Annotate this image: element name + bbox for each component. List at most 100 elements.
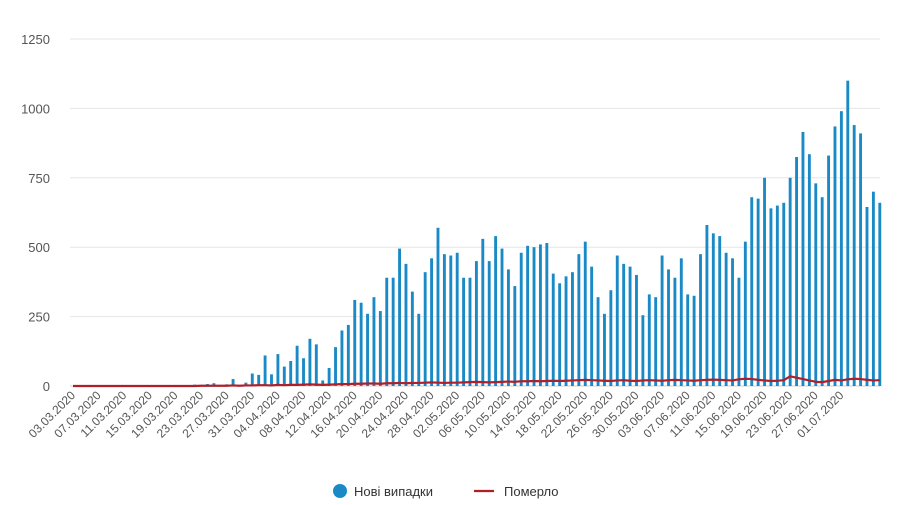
bar bbox=[615, 255, 619, 386]
bar bbox=[763, 177, 766, 386]
bar bbox=[878, 202, 882, 386]
bar bbox=[564, 276, 568, 386]
bar bbox=[359, 302, 363, 386]
bar bbox=[231, 379, 235, 386]
legend-label-new-cases: Нові випадки bbox=[354, 484, 433, 499]
bar bbox=[417, 313, 421, 386]
bar bbox=[622, 263, 626, 386]
bar bbox=[711, 233, 715, 386]
bar bbox=[436, 227, 440, 386]
bar bbox=[366, 313, 369, 386]
bar bbox=[820, 197, 824, 386]
bar bbox=[385, 277, 389, 386]
y-tick-label: 250 bbox=[28, 310, 50, 325]
bar bbox=[654, 297, 658, 386]
bar bbox=[833, 126, 837, 386]
bar bbox=[667, 269, 670, 386]
bar bbox=[731, 258, 734, 386]
bar bbox=[378, 311, 382, 386]
bar bbox=[263, 355, 267, 386]
y-tick-label: 750 bbox=[28, 171, 50, 186]
bar bbox=[801, 131, 805, 386]
y-tick-label: 1000 bbox=[21, 101, 50, 116]
bar bbox=[545, 243, 549, 386]
bar bbox=[487, 261, 491, 386]
bar bbox=[455, 252, 459, 386]
bar bbox=[737, 277, 741, 386]
bar bbox=[442, 254, 446, 386]
bar bbox=[391, 277, 395, 386]
bar bbox=[398, 248, 402, 386]
bar bbox=[449, 255, 453, 386]
bar bbox=[814, 183, 818, 386]
bar bbox=[500, 248, 504, 386]
bar bbox=[276, 354, 280, 386]
bar bbox=[609, 290, 613, 386]
bar bbox=[334, 347, 337, 386]
bar bbox=[494, 236, 498, 386]
bar bbox=[302, 358, 305, 386]
y-tick-label: 1250 bbox=[21, 32, 50, 47]
bar bbox=[577, 254, 581, 386]
bar bbox=[596, 297, 600, 386]
bar bbox=[839, 111, 843, 387]
bar bbox=[558, 283, 562, 386]
bar bbox=[519, 252, 523, 386]
bar bbox=[660, 255, 664, 386]
bar bbox=[686, 294, 690, 386]
bar bbox=[859, 133, 863, 386]
legend-marker-new-cases bbox=[333, 484, 347, 498]
bar bbox=[551, 273, 555, 386]
bar bbox=[212, 383, 216, 386]
bar bbox=[340, 330, 344, 386]
bar bbox=[635, 274, 638, 386]
bar bbox=[308, 338, 312, 386]
bar bbox=[468, 277, 472, 386]
bar bbox=[353, 299, 357, 386]
bar bbox=[314, 344, 318, 386]
bar bbox=[718, 236, 722, 386]
bar bbox=[852, 125, 856, 386]
bar bbox=[583, 241, 587, 386]
bar bbox=[775, 205, 779, 386]
bar bbox=[257, 374, 261, 386]
bar bbox=[846, 80, 850, 386]
bar bbox=[462, 277, 466, 386]
bar bbox=[571, 272, 574, 386]
y-tick-label: 500 bbox=[28, 240, 50, 255]
legend-label-deaths: Померло bbox=[504, 484, 559, 499]
bar bbox=[750, 197, 754, 386]
bar bbox=[430, 258, 434, 386]
bar bbox=[346, 324, 350, 386]
bar bbox=[628, 266, 632, 386]
bar bbox=[795, 156, 798, 386]
bar bbox=[865, 206, 869, 386]
x-axis-ticks: 03.03.202007.03.202011.03.202015.03.2020… bbox=[26, 388, 847, 441]
bar bbox=[756, 198, 760, 386]
bar bbox=[743, 241, 747, 386]
bar bbox=[769, 208, 773, 386]
bar bbox=[692, 295, 696, 386]
bar bbox=[250, 373, 254, 386]
bar bbox=[244, 382, 248, 386]
bar bbox=[327, 367, 331, 386]
bar bbox=[532, 247, 536, 386]
bar bbox=[270, 374, 273, 386]
bar bbox=[372, 297, 376, 386]
bar bbox=[513, 286, 517, 386]
bar bbox=[705, 224, 709, 386]
bar bbox=[289, 361, 293, 386]
bar bbox=[673, 277, 677, 386]
bar bbox=[538, 244, 542, 386]
bar bbox=[423, 272, 427, 386]
line-deaths bbox=[73, 375, 880, 388]
y-tick-label: 0 bbox=[43, 379, 50, 394]
bar bbox=[724, 252, 728, 386]
bar bbox=[807, 154, 811, 386]
bar bbox=[603, 313, 606, 386]
bar bbox=[590, 266, 594, 386]
bar bbox=[699, 254, 702, 386]
bar bbox=[295, 345, 299, 386]
bar bbox=[321, 380, 325, 386]
